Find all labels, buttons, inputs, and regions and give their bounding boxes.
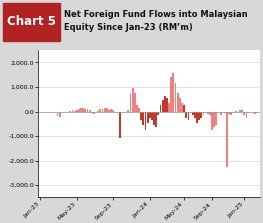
Bar [102,109,103,112]
Bar [93,112,95,114]
Bar [173,74,174,112]
Bar [220,112,221,116]
Bar [254,112,256,114]
Bar [97,111,99,112]
Bar [239,109,241,112]
Bar [209,112,211,116]
Bar [213,112,215,128]
Bar [145,112,146,130]
Bar [147,112,149,123]
Bar [211,112,213,130]
Bar [59,112,60,117]
Bar [245,112,247,118]
Bar [143,112,144,125]
Bar [151,112,153,120]
Bar [183,105,185,112]
Bar [149,112,151,118]
Bar [153,112,155,125]
Bar [170,77,172,112]
Bar [235,111,237,112]
Bar [78,109,80,112]
Bar [185,112,187,118]
Bar [228,112,230,114]
Bar [155,112,157,128]
Bar [127,109,129,112]
Bar [91,112,93,114]
Bar [224,112,226,114]
Bar [87,109,88,112]
Bar [200,112,202,118]
Bar [215,112,217,125]
Bar [130,94,132,112]
Bar [232,112,234,114]
Bar [104,107,106,112]
Bar [175,83,176,112]
Bar [76,110,78,112]
Bar [69,111,71,112]
Bar [132,88,134,112]
Bar [198,112,200,120]
Bar [74,111,75,112]
Bar [226,112,228,167]
Bar [158,112,159,115]
Bar [248,112,250,114]
Bar [192,112,194,115]
Bar [138,108,140,112]
Text: Chart 5: Chart 5 [7,15,56,28]
Bar [80,108,82,112]
Bar [241,110,243,112]
Bar [160,105,161,112]
Bar [99,109,101,112]
Bar [179,98,181,112]
Bar [205,112,206,114]
Bar [57,112,58,116]
Bar [136,105,138,112]
Bar [181,103,183,112]
Bar [89,110,90,112]
Bar [112,110,114,112]
Bar [168,103,170,112]
Bar [256,112,258,114]
Bar [218,112,219,114]
Bar [108,110,110,112]
Bar [252,112,254,113]
Bar [140,112,142,120]
Bar [207,112,209,114]
Bar [203,112,204,115]
FancyBboxPatch shape [3,3,60,41]
Bar [166,98,168,112]
Bar [194,112,196,118]
Text: Net Foreign Fund Flows into Malaysian
Equity Since Jan-23 (RM’m): Net Foreign Fund Flows into Malaysian Eq… [64,10,248,32]
Bar [162,101,164,112]
Bar [119,112,121,138]
Bar [82,107,84,112]
Bar [196,112,198,123]
Bar [177,93,179,112]
Bar [72,110,73,112]
Bar [164,96,166,112]
Bar [243,112,245,116]
Bar [188,112,189,120]
Bar [134,93,136,112]
Bar [84,109,86,112]
Bar [230,112,232,116]
Bar [190,112,191,114]
Bar [106,108,108,112]
Bar [110,109,112,112]
